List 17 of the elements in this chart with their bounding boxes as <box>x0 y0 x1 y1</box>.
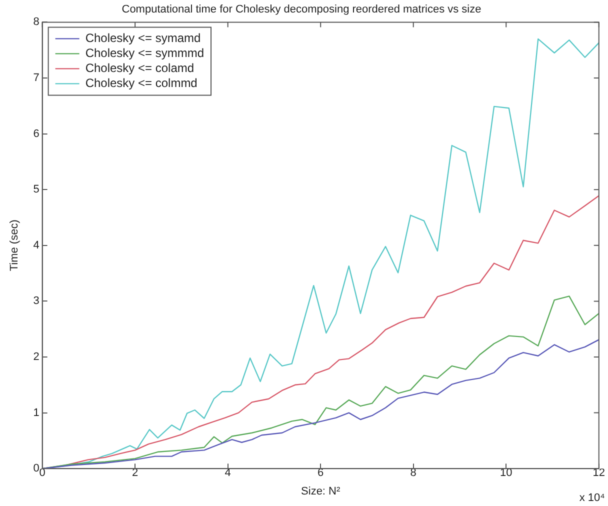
y-tick-label: 6 <box>33 128 40 140</box>
y-tick-label: 8 <box>33 16 40 28</box>
chart-title: Computational time for Cholesky decomposing reordered matrices vs size <box>122 4 482 16</box>
y-tick-label: 7 <box>33 72 40 84</box>
legend-label: Cholesky <= symmmd <box>85 46 204 60</box>
y-tick-label: 5 <box>33 184 40 196</box>
y-axis-title: Time (sec) <box>8 220 21 272</box>
y-tick-label: 4 <box>33 239 40 252</box>
y-tick-label: 1 <box>33 406 40 419</box>
y-tick-label: 2 <box>33 351 40 364</box>
x-axis-title: Size: N² <box>301 485 340 498</box>
legend-label: Cholesky <= colmmd <box>85 76 198 90</box>
x-tick-label: 12 <box>592 467 606 480</box>
text: x 10⁴ <box>579 492 606 504</box>
legend-label: Cholesky <= colamd <box>85 61 194 76</box>
y-tick-label: 3 <box>33 295 40 308</box>
legend-label: Cholesky <= symamd <box>85 31 201 46</box>
